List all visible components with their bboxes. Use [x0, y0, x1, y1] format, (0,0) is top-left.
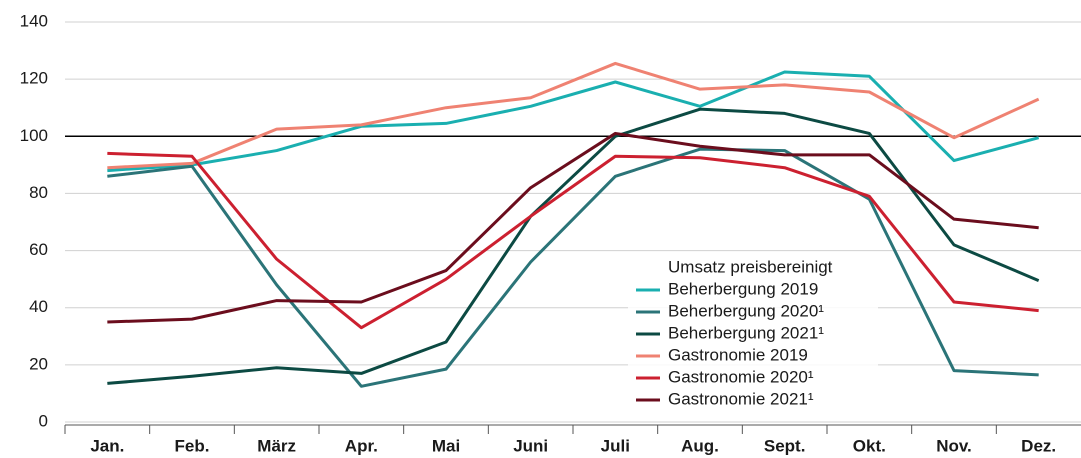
- y-tick-label: 20: [29, 354, 48, 373]
- legend-bg: [628, 254, 878, 420]
- y-tick-label: 120: [20, 69, 48, 88]
- x-tick-label: Apr.: [345, 436, 378, 455]
- y-tick-label: 140: [20, 11, 48, 30]
- series-line: [107, 151, 1039, 330]
- x-tick-label: Okt.: [853, 436, 886, 455]
- x-tick-label: Jan.: [90, 436, 124, 455]
- series-line: [107, 131, 1039, 324]
- x-tick-label: Juli: [601, 436, 630, 455]
- y-tick-label: 80: [29, 183, 48, 202]
- y-tick-label: 40: [29, 297, 48, 316]
- x-tick-label: Sept.: [764, 436, 806, 455]
- x-tick-label: Feb.: [175, 436, 210, 455]
- legend-label: Gastronomie 2020¹: [668, 367, 814, 386]
- y-tick-label: 0: [39, 411, 48, 430]
- legend-label: Beherbergung 2021¹: [668, 323, 824, 342]
- legend-label: Beherbergung 2019: [668, 279, 818, 298]
- legend-label: Gastronomie 2019: [668, 345, 808, 364]
- y-tick-label: 60: [29, 240, 48, 259]
- x-tick-label: Aug.: [681, 436, 719, 455]
- legend-label: Beherbergung 2020¹: [668, 301, 824, 320]
- legend-title: Umsatz preisbereinigt: [668, 257, 833, 276]
- x-tick-label: Dez.: [1021, 436, 1056, 455]
- x-tick-label: März: [257, 436, 296, 455]
- legend-label: Gastronomie 2021¹: [668, 389, 814, 408]
- x-tick-label: Nov.: [936, 436, 972, 455]
- x-tick-label: Mai: [432, 436, 460, 455]
- series-line: [107, 147, 1039, 388]
- x-tick-label: Juni: [513, 436, 548, 455]
- series-line: [107, 61, 1040, 170]
- series-line: [107, 107, 1040, 385]
- y-tick-label: 100: [20, 126, 48, 145]
- series-line: [107, 70, 1040, 173]
